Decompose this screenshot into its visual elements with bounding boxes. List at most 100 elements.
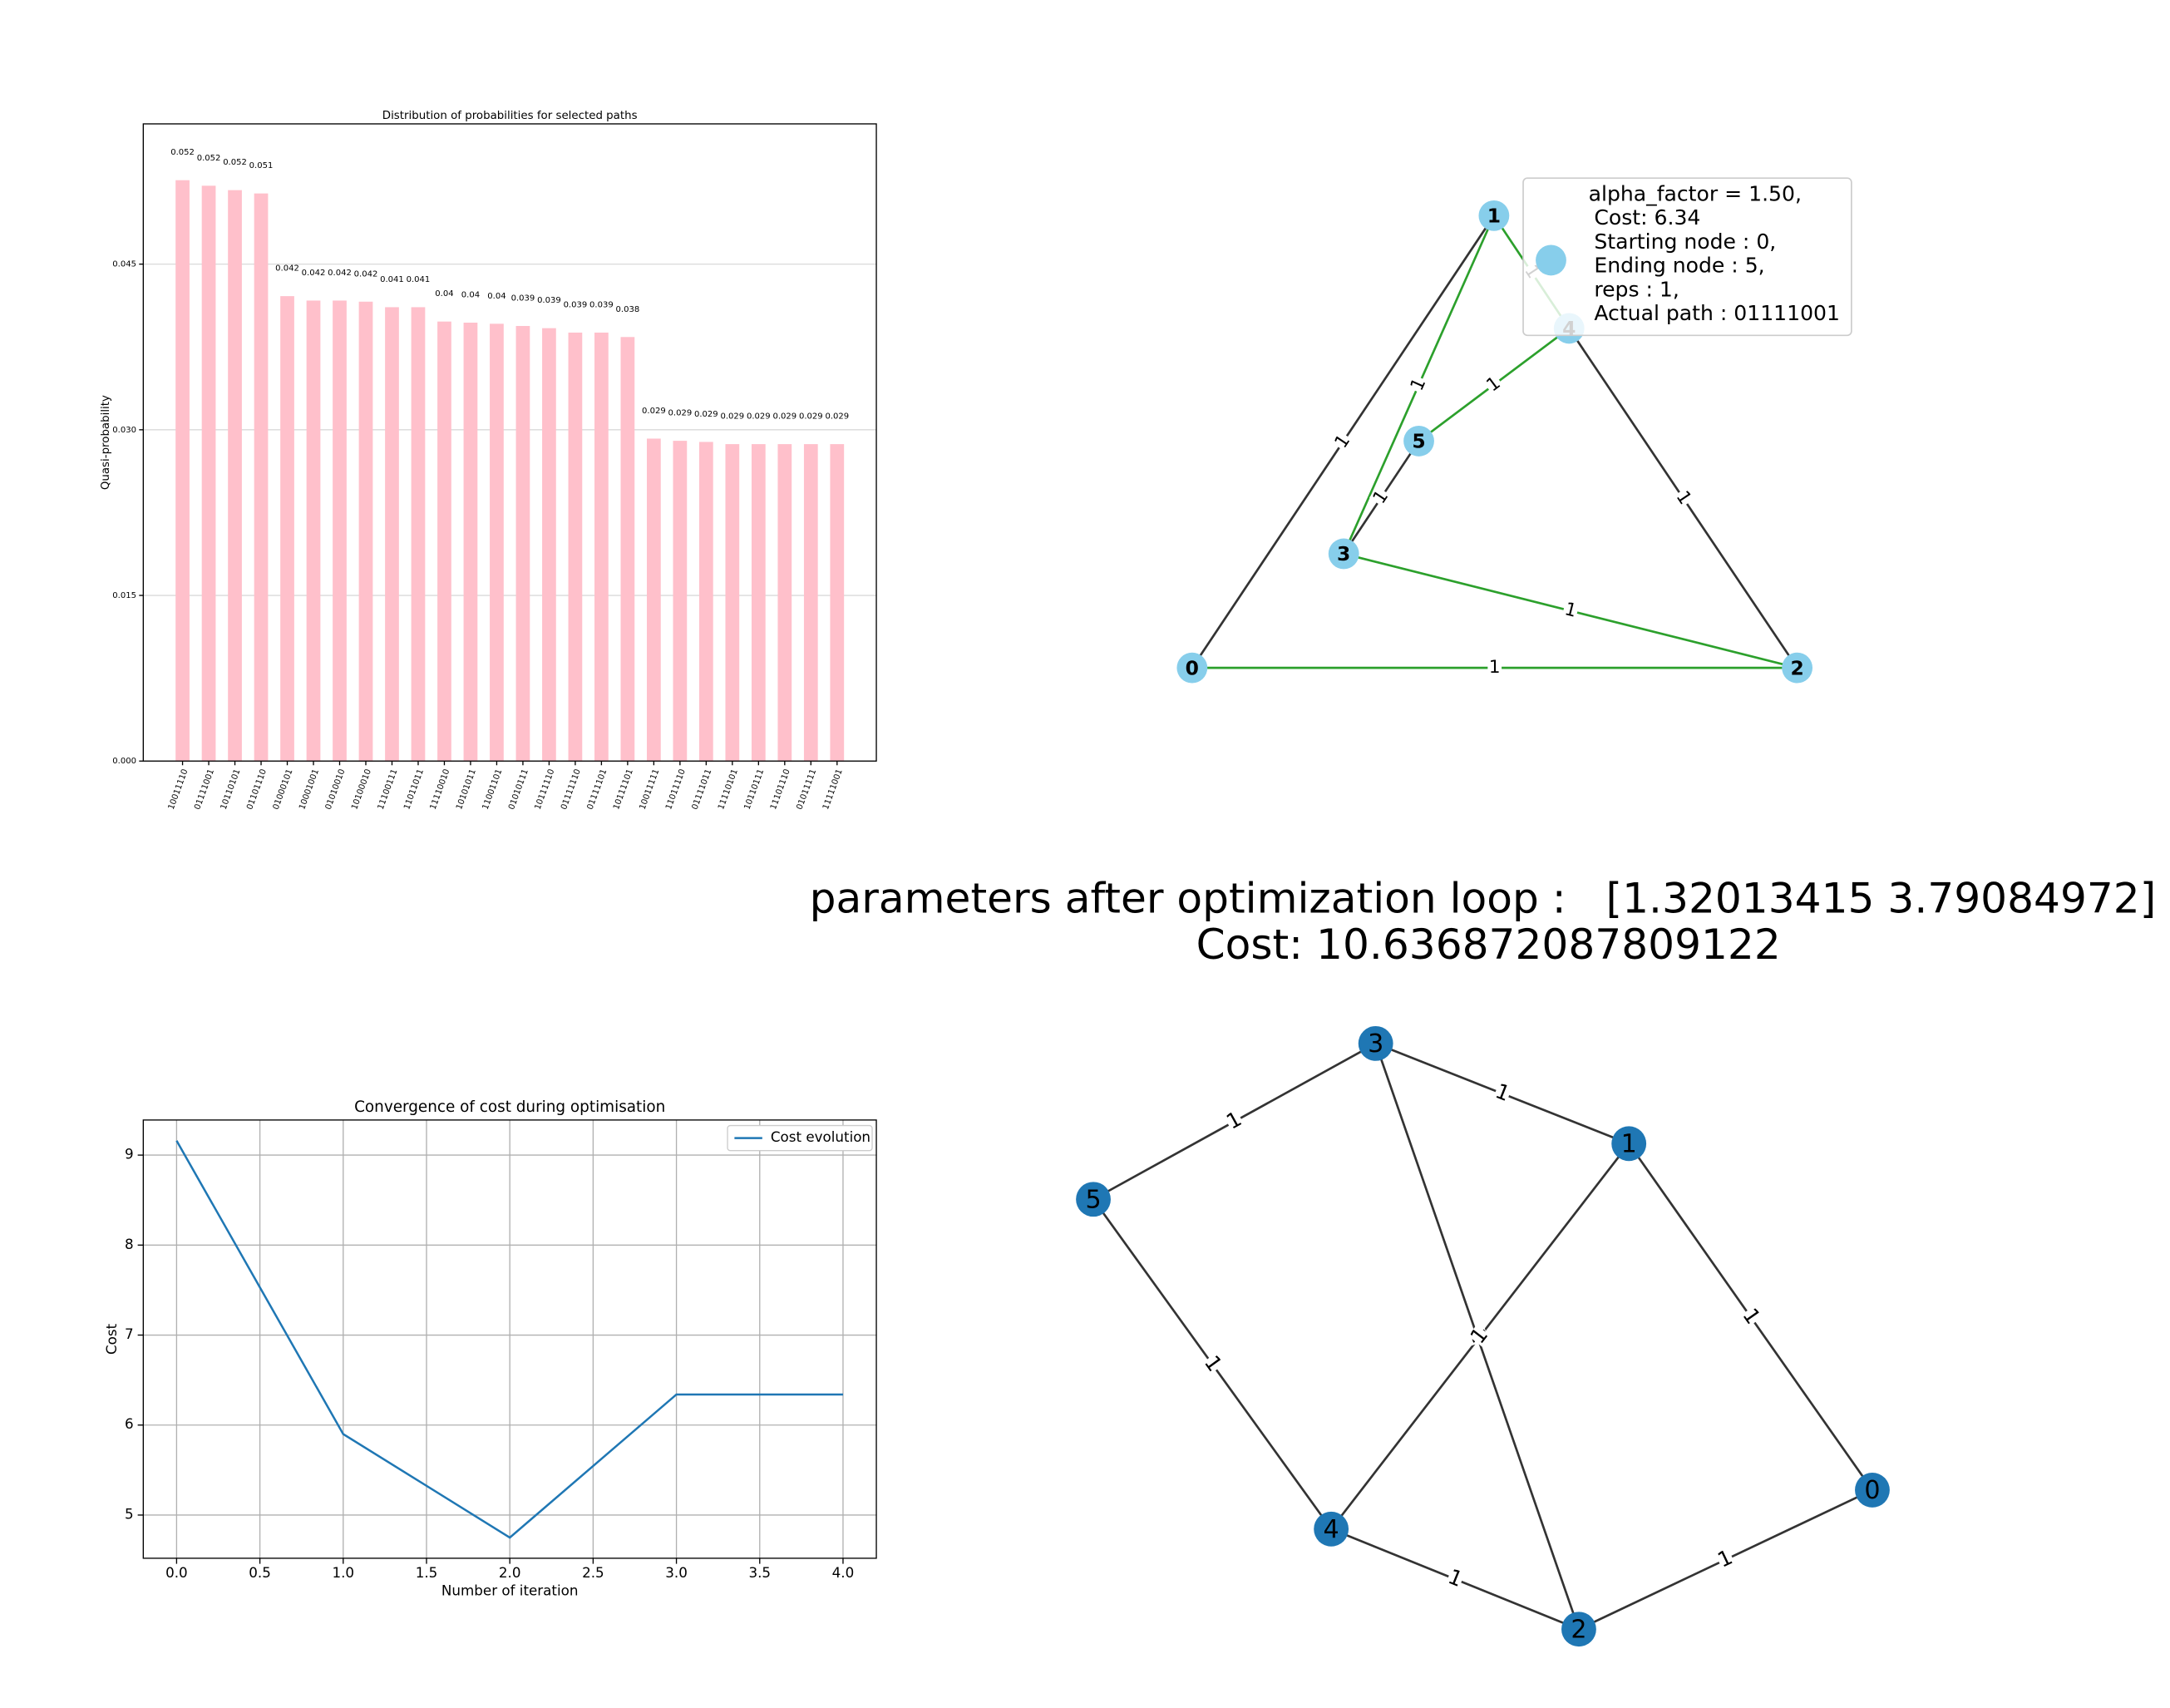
y-axis-label: Cost	[103, 1323, 120, 1355]
graph-node	[1782, 652, 1813, 684]
graph-node	[1561, 1612, 1596, 1647]
edge-label: 1	[1331, 431, 1354, 452]
bar	[803, 444, 818, 762]
bar	[490, 323, 504, 762]
edge-label: 1	[1489, 657, 1501, 678]
legend-box	[727, 1124, 873, 1152]
edge-label: 1	[1483, 373, 1505, 396]
edge-label: 1	[1369, 486, 1393, 507]
value-label: 0.041	[380, 275, 404, 284]
value-label: 0.029	[772, 412, 796, 422]
bar	[647, 438, 661, 762]
bar	[463, 323, 478, 762]
value-label: 0.039	[564, 301, 588, 310]
value-label: 0.038	[616, 305, 640, 314]
edge-label-bg	[1223, 1109, 1245, 1133]
value-label: 0.039	[589, 301, 614, 310]
edge-label-bg	[1561, 600, 1580, 622]
bar	[542, 328, 556, 762]
edge-label-bg	[1492, 1082, 1513, 1106]
x-tick-label: 01000101	[272, 768, 295, 812]
edge-label-bg	[1671, 486, 1695, 510]
x-tick-label: 01111001	[193, 768, 216, 812]
bar	[698, 442, 713, 762]
x-tick-label: 10001001	[298, 768, 321, 812]
y-tick-label: 0.045	[112, 260, 136, 269]
node-label: 5	[1085, 1185, 1101, 1214]
optimization-parameters: parameters after optimization loop : [1.…	[810, 874, 2157, 923]
value-label: 0.039	[537, 296, 561, 305]
y-tick-label: 8	[125, 1236, 134, 1252]
bar	[306, 300, 321, 762]
x-tick-label: 2.0	[499, 1564, 521, 1581]
graph-node	[1176, 652, 1208, 684]
x-tick-label: 3.5	[748, 1564, 771, 1581]
node-label: 3	[1337, 542, 1350, 565]
graph-legend-marker	[1536, 244, 1566, 276]
optimization-cost: Cost: 10.636872087809122	[1196, 920, 1781, 969]
bar	[333, 300, 347, 762]
x-tick-label: 11101110	[769, 768, 792, 812]
y-tick-label: 5	[125, 1505, 134, 1522]
graph-legend-line: Ending node : 5,	[1594, 254, 1764, 278]
x-axis-label: Number of iteration	[441, 1582, 579, 1599]
value-label: 0.042	[354, 269, 378, 279]
x-tick-label: 10111101	[612, 768, 635, 812]
x-tick-label: 01111101	[586, 768, 609, 812]
x-tick-label: 10100010	[350, 768, 373, 812]
bar	[594, 332, 609, 762]
bar	[385, 307, 399, 762]
edge-label: 1	[1222, 1107, 1245, 1134]
value-label: 0.029	[642, 407, 666, 416]
edge-label-bg	[1407, 374, 1431, 396]
x-tick-label: 0.0	[165, 1564, 188, 1581]
edge-label-bg	[1200, 1352, 1225, 1376]
bar	[515, 325, 530, 762]
x-tick-label: 01010111	[507, 768, 530, 812]
graph-node	[1403, 426, 1434, 457]
value-label: 0.04	[461, 291, 480, 300]
y-tick-label: 0.030	[112, 426, 136, 435]
node-label: 1	[1621, 1130, 1637, 1159]
edge-label-bg	[1369, 486, 1393, 509]
value-label: 0.041	[407, 275, 431, 284]
edge-label: 1	[1562, 599, 1579, 622]
bar	[228, 190, 242, 762]
value-label: 0.04	[435, 289, 453, 299]
value-label: 0.029	[799, 412, 823, 422]
edge-label: 1	[1738, 1304, 1765, 1329]
chart-title: Convergence of cost during optimisation	[354, 1098, 665, 1116]
bar	[568, 332, 583, 762]
graph-legend-line: Starting node : 0,	[1594, 230, 1776, 254]
graph-node	[1314, 1511, 1349, 1547]
graph-legend-box	[1522, 177, 1852, 337]
value-label: 0.029	[747, 412, 771, 422]
bar	[411, 307, 426, 762]
value-label: 0.039	[511, 294, 535, 304]
legend-label: Cost evolution	[771, 1128, 870, 1145]
x-tick-label: 2.5	[582, 1564, 604, 1581]
bar	[175, 180, 190, 762]
y-tick-label: 6	[125, 1415, 134, 1432]
plot-frame	[142, 123, 877, 762]
graph-legend-line: Actual path : 01111001	[1594, 301, 1840, 325]
edge-label-bg	[1714, 1548, 1737, 1572]
value-label: 0.029	[721, 412, 745, 422]
graph-node	[1358, 1025, 1393, 1061]
node-label: 2	[1790, 656, 1803, 679]
graph-legend-line: Cost: 6.34	[1594, 205, 1700, 230]
bar	[437, 321, 451, 762]
bar	[777, 444, 792, 762]
x-tick-label: 01111011	[691, 768, 714, 812]
edge-label-bg	[1738, 1306, 1763, 1329]
x-tick-label: 3.0	[665, 1564, 688, 1581]
x-tick-label: 01010010	[324, 768, 348, 812]
node-label: 0	[1864, 1476, 1880, 1505]
x-tick-label: 01111110	[560, 768, 583, 812]
bar	[751, 444, 766, 762]
x-tick-label: 11001101	[481, 768, 505, 812]
value-label: 0.052	[170, 148, 195, 157]
graph-node	[1478, 200, 1510, 231]
x-tick-label: 11100111	[377, 768, 400, 812]
